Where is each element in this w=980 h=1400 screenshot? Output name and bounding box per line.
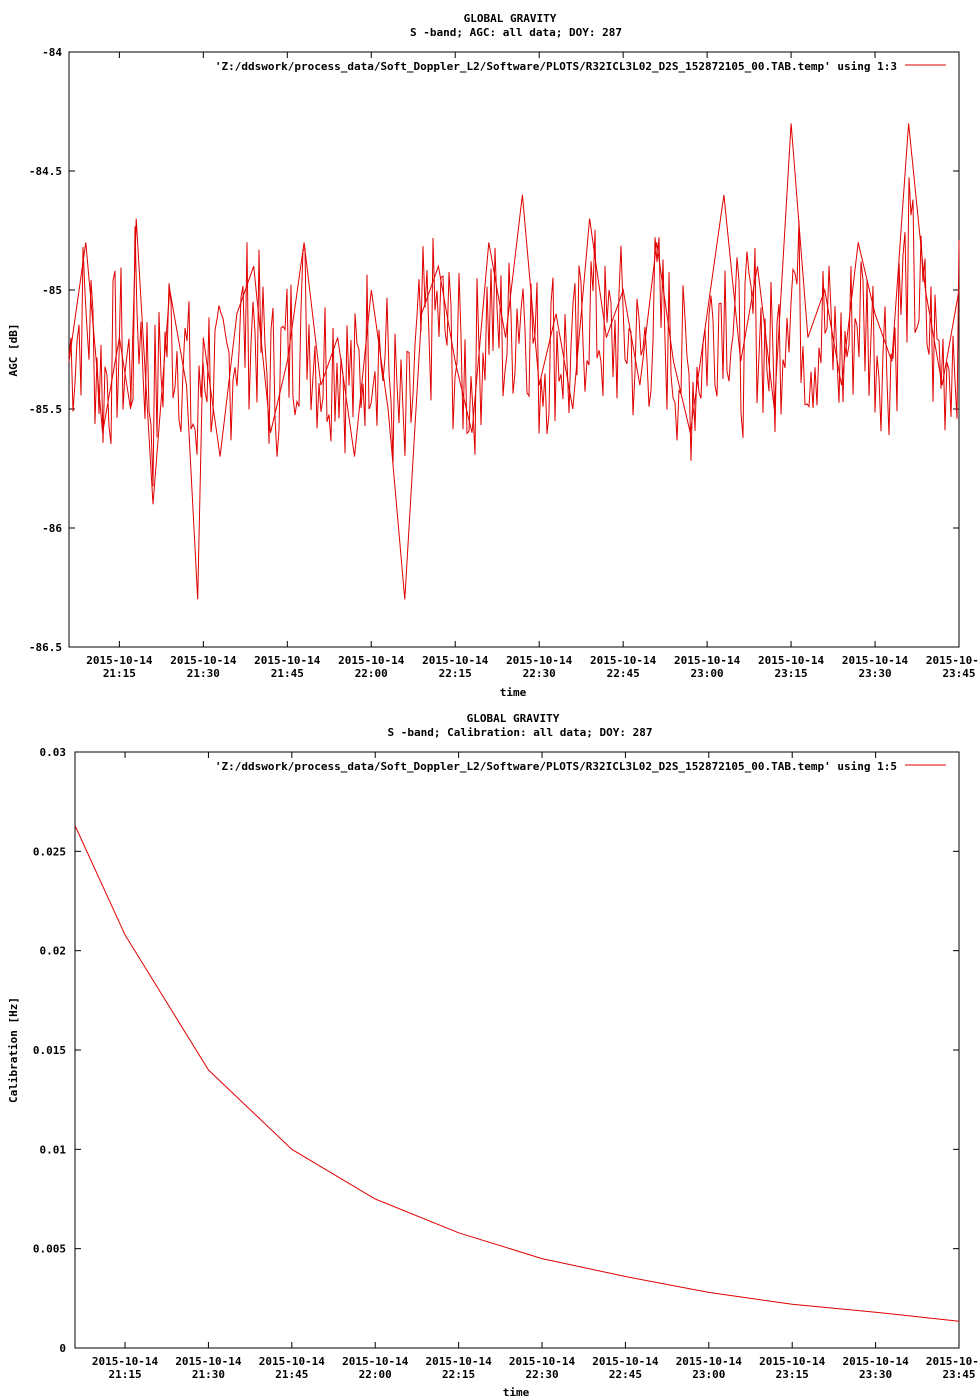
x-tick-date: 2015-10-14 <box>842 1355 909 1368</box>
x-tick-date: 2015-10-14 <box>338 654 405 667</box>
x-tick-time: 22:30 <box>523 667 556 680</box>
x-tick-time: 22:00 <box>359 1368 392 1381</box>
chart1-series-detail <box>68 177 960 487</box>
x-tick-time: 23:30 <box>859 1368 892 1381</box>
x-tick-date: 2015-10-14 <box>676 1355 743 1368</box>
x-tick-time: 23:00 <box>691 667 724 680</box>
chart2-subtitle: S -band; Calibration: all data; DOY: 287 <box>388 726 653 739</box>
y-tick-label: -85 <box>42 284 62 297</box>
chart2-xlabel: time <box>503 1386 530 1399</box>
x-tick-date: 2015-10-14 <box>509 1355 576 1368</box>
y-tick-label: -85.5 <box>29 403 62 416</box>
x-tick-date: 2015-10-14 <box>259 1355 326 1368</box>
chart2-series-line <box>74 825 960 1322</box>
x-tick-date: 2015-10-14 <box>342 1355 409 1368</box>
chart2-title: GLOBAL GRAVITY <box>467 712 560 725</box>
chart2-x-ticks: 2015-10-1421:152015-10-1421:302015-10-14… <box>92 752 980 1381</box>
x-tick-time: 22:30 <box>525 1368 558 1381</box>
y-tick-label: 0.02 <box>40 945 67 958</box>
y-tick-label: -86.5 <box>29 641 62 654</box>
x-tick-date: 2015-10-14 <box>758 654 825 667</box>
chart1-xlabel: time <box>500 686 527 699</box>
chart2-plot-frame <box>74 751 960 1349</box>
x-tick-date: 2015-10-14 <box>86 654 153 667</box>
y-tick-label: 0.015 <box>33 1044 66 1057</box>
x-tick-time: 23:30 <box>858 667 891 680</box>
x-tick-time: 21:45 <box>275 1368 308 1381</box>
x-tick-date: 2015-10-14 <box>590 654 657 667</box>
x-tick-date: 2015-10-14 <box>506 654 573 667</box>
x-tick-date: 2015-10-14 <box>842 654 909 667</box>
x-tick-time: 21:15 <box>103 667 136 680</box>
x-tick-date: 2015-10-14 <box>422 654 489 667</box>
x-tick-time: 22:00 <box>355 667 388 680</box>
x-tick-time: 22:45 <box>609 1368 642 1381</box>
y-tick-label: -84 <box>42 46 62 59</box>
y-tick-label: 0 <box>59 1342 66 1355</box>
y-tick-label: 0.01 <box>40 1143 67 1156</box>
y-tick-label: 0.025 <box>33 845 66 858</box>
x-tick-time: 23:15 <box>776 1368 809 1381</box>
x-tick-date: 2015-10-14 <box>170 654 237 667</box>
chart2-ylabel: Calibration [Hz] <box>7 997 20 1103</box>
chart1-subtitle: S -band; AGC: all data; DOY: 287 <box>410 26 622 39</box>
x-tick-date: 2015-10-14 <box>674 654 741 667</box>
x-tick-date: 2015-10-14 <box>592 1355 659 1368</box>
agc-chart: GLOBAL GRAVITY S -band; AGC: all data; D… <box>7 12 980 699</box>
y-tick-label: -84.5 <box>29 165 62 178</box>
x-tick-time: 23:15 <box>775 667 808 680</box>
x-tick-time: 23:45 <box>942 1368 975 1381</box>
chart1-ylabel: AGC [dB] <box>7 324 20 377</box>
x-tick-date: 2015-10-14 <box>175 1355 242 1368</box>
x-tick-date: 2015-10-14 <box>426 1355 493 1368</box>
x-tick-date: 2015-10-14 <box>254 654 321 667</box>
chart1-x-ticks: 2015-10-1421:152015-10-1421:302015-10-14… <box>86 52 980 680</box>
x-tick-time: 23:00 <box>692 1368 725 1381</box>
x-tick-date: 2015-10-14 <box>926 1355 980 1368</box>
x-tick-time: 21:45 <box>271 667 304 680</box>
y-tick-label: -86 <box>42 522 62 535</box>
x-tick-time: 23:45 <box>942 667 975 680</box>
y-tick-label: 0.005 <box>33 1243 66 1256</box>
x-tick-time: 21:15 <box>108 1368 141 1381</box>
chart1-legend-label: 'Z:/ddswork/process_data/Soft_Doppler_L2… <box>215 60 897 73</box>
x-tick-date: 2015-10-14 <box>759 1355 826 1368</box>
x-tick-time: 22:15 <box>442 1368 475 1381</box>
x-tick-time: 22:45 <box>607 667 640 680</box>
chart1-plot-frame <box>68 51 960 648</box>
x-tick-date: 2015-10-14 <box>926 654 980 667</box>
chart1-title: GLOBAL GRAVITY <box>464 12 557 25</box>
x-tick-time: 22:15 <box>439 667 472 680</box>
y-tick-label: 0.03 <box>40 746 67 759</box>
chart2-y-ticks: 0.03 0.025 0.02 0.015 0.01 0.005 0 <box>33 746 959 1355</box>
chart1-series-line <box>68 123 960 600</box>
calibration-chart: GLOBAL GRAVITY S -band; Calibration: all… <box>7 712 980 1399</box>
x-tick-date: 2015-10-14 <box>92 1355 159 1368</box>
chart2-legend-label: 'Z:/ddswork/process_data/Soft_Doppler_L2… <box>215 760 897 773</box>
x-tick-time: 21:30 <box>187 667 220 680</box>
x-tick-time: 21:30 <box>192 1368 225 1381</box>
